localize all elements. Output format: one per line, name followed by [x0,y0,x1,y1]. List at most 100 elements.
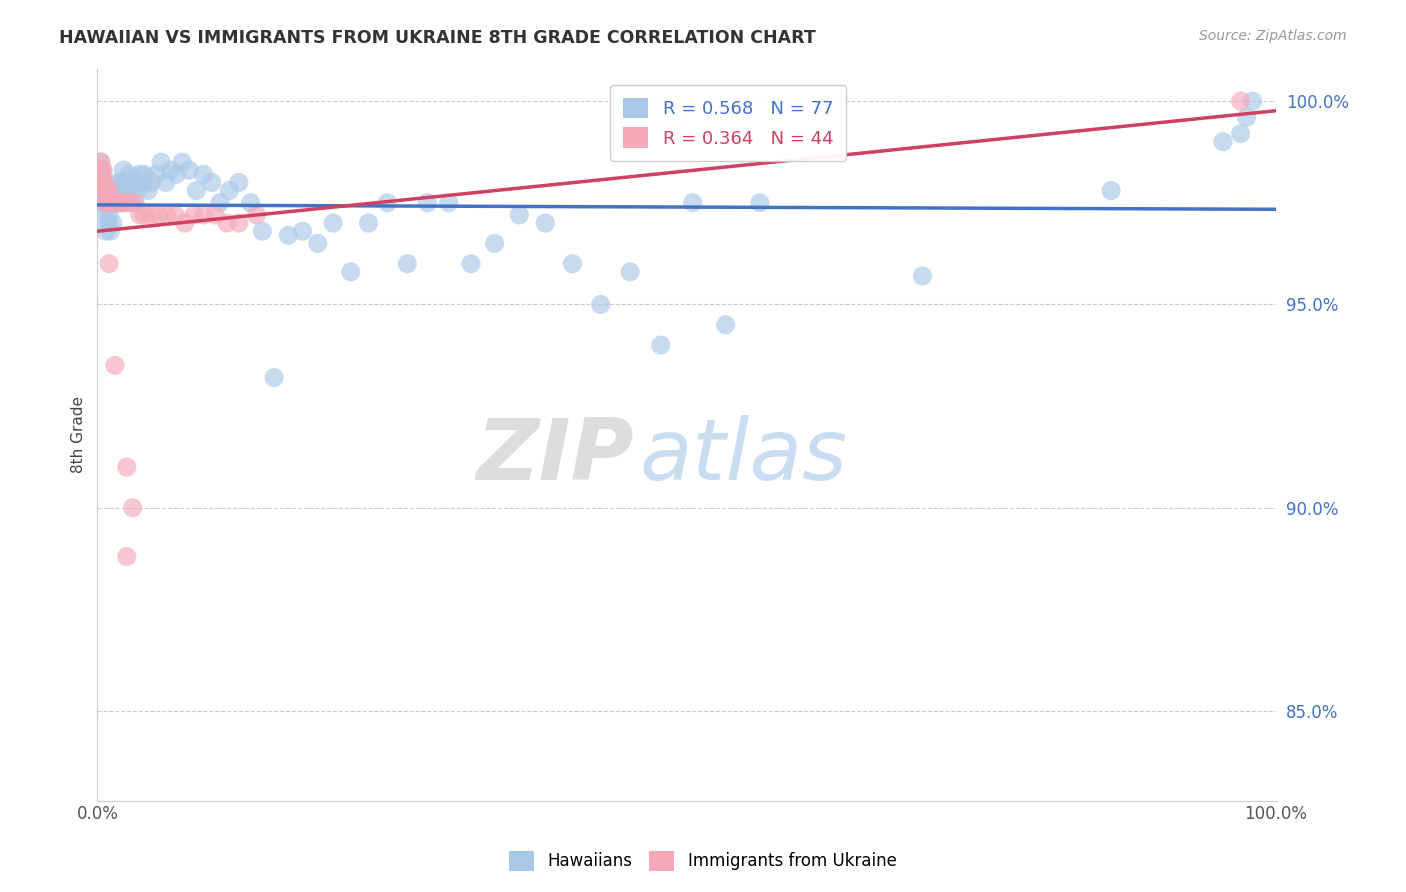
Point [252,224,274,238]
Point [91,175,114,189]
Point [98,257,121,271]
Point [1212,135,1234,149]
Point [589,297,612,311]
Point [96,184,118,198]
Point [1229,127,1251,141]
Point [437,195,460,210]
Point [148,208,170,222]
Point [136,184,159,198]
Point [307,236,329,251]
Point [104,184,127,198]
Point [201,175,224,189]
Point [714,318,737,332]
Point [120,184,142,198]
Point [460,257,482,271]
Point [155,175,177,189]
Point [277,228,299,243]
Legend: R = 0.568   N = 77, R = 0.364   N = 44: R = 0.568 N = 77, R = 0.364 N = 44 [610,85,846,161]
Point [322,216,344,230]
Point [508,208,530,222]
Point [114,175,136,189]
Point [111,184,134,198]
Point [91,163,114,178]
Point [173,216,195,230]
Point [150,155,173,169]
Point [115,195,138,210]
Point [115,184,138,198]
Point [94,224,117,238]
Point [134,167,156,181]
Point [105,195,128,210]
Point [93,208,115,222]
Point [91,195,114,210]
Point [110,175,132,189]
Point [90,155,112,169]
Point [103,195,125,210]
Point [91,163,114,178]
Point [121,195,143,210]
Point [534,216,557,230]
Point [90,167,112,181]
Point [101,216,124,230]
Legend: Hawaiians, Immigrants from Ukraine: Hawaiians, Immigrants from Ukraine [501,842,905,880]
Point [121,500,143,515]
Point [619,265,641,279]
Point [156,208,179,222]
Point [215,216,238,230]
Point [1241,94,1264,108]
Point [98,208,121,222]
Point [94,195,117,210]
Text: ZIP: ZIP [477,415,634,498]
Point [165,167,187,181]
Point [115,460,138,475]
Point [145,167,167,181]
Point [128,208,150,222]
Point [172,155,194,169]
Point [193,208,215,222]
Point [165,208,187,222]
Point [183,208,205,222]
Point [103,195,125,210]
Point [90,163,112,178]
Point [228,216,250,230]
Text: HAWAIIAN VS IMMIGRANTS FROM UKRAINE 8TH GRADE CORRELATION CHART: HAWAIIAN VS IMMIGRANTS FROM UKRAINE 8TH … [59,29,815,46]
Point [239,195,262,210]
Point [91,184,114,198]
Point [93,184,115,198]
Point [291,224,314,238]
Point [159,163,181,178]
Point [112,163,135,178]
Point [100,195,122,210]
Point [650,338,672,352]
Point [127,184,149,198]
Point [124,175,146,189]
Point [561,257,583,271]
Point [104,359,127,373]
Point [105,184,128,198]
Point [1229,94,1251,108]
Point [134,208,156,222]
Point [204,208,226,222]
Point [105,175,128,189]
Point [115,549,138,564]
Point [90,155,112,169]
Point [1236,111,1258,125]
Point [93,175,115,189]
Point [98,224,121,238]
Point [98,184,121,198]
Point [141,175,163,189]
Point [682,195,704,210]
Point [97,216,120,230]
Point [131,175,153,189]
Point [128,167,150,181]
Point [193,167,215,181]
Point [101,195,124,210]
Point [100,195,122,210]
Point [396,257,419,271]
Point [110,195,132,210]
Point [97,195,120,210]
Point [911,268,934,283]
Point [107,195,129,210]
Point [120,195,142,210]
Point [94,184,117,198]
